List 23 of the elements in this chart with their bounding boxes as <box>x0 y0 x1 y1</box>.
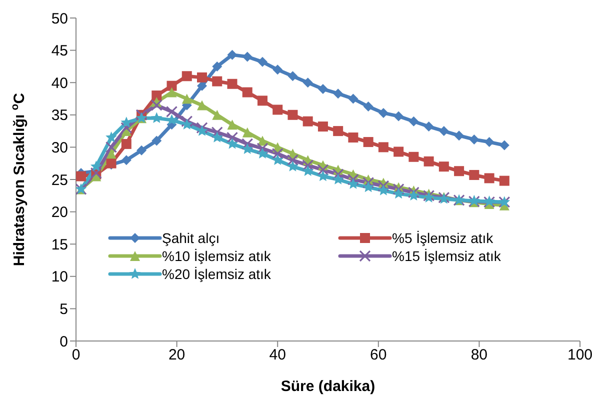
legend-label: %5 İşlemsiz atık <box>392 230 494 246</box>
y-tick-label: 40 <box>51 74 68 92</box>
legend-label: %20 İşlemsiz atık <box>162 266 271 282</box>
legend-label: Şahit alçı <box>162 230 220 246</box>
y-tick-label: 20 <box>51 204 68 222</box>
y-tick-label: 35 <box>51 107 68 124</box>
y-tick-label: 25 <box>51 172 68 189</box>
y-tick-label: 50 <box>51 10 68 28</box>
y-tick-label: 5 <box>60 301 68 318</box>
x-tick-label: 100 <box>567 346 592 364</box>
legend-label: %10 İşlemsiz atık <box>162 248 271 264</box>
x-tick-label: 60 <box>370 346 387 364</box>
x-tick-label: 20 <box>168 346 186 364</box>
y-tick-label: 30 <box>51 140 68 157</box>
x-axis-title: Süre (dakika) <box>280 378 376 395</box>
y-tick-label: 15 <box>51 236 68 254</box>
legend-label: %15 İşlemsiz atık <box>392 248 501 264</box>
y-tick-label: 10 <box>51 268 68 286</box>
x-tick-label: 0 <box>72 346 80 364</box>
y-tick-label: 0 <box>60 333 68 350</box>
x-tick-label: 40 <box>269 346 286 364</box>
x-tick-label: 80 <box>470 346 488 364</box>
y-tick-label: 45 <box>51 42 68 60</box>
